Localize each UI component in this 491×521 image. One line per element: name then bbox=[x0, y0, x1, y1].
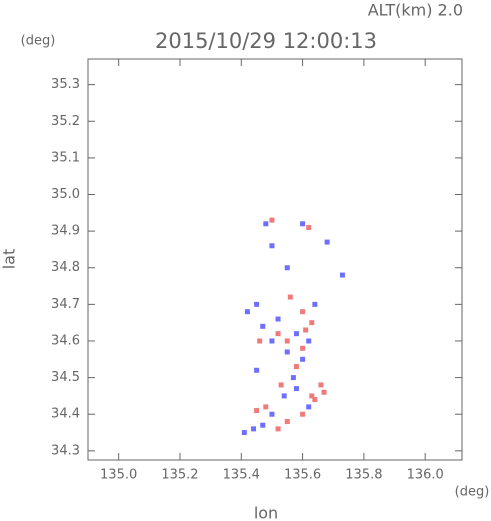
altitude-label: ALT(km) 2.0 bbox=[368, 1, 463, 20]
echo-cell bbox=[275, 331, 281, 337]
echo-cell bbox=[251, 426, 257, 432]
x-tick-label: 136.0 bbox=[407, 468, 444, 483]
y-tick-label: 34.7 bbox=[51, 297, 80, 312]
echo-cell bbox=[260, 422, 266, 428]
echo-cell bbox=[254, 301, 260, 307]
y-tick-label: 34.8 bbox=[51, 260, 80, 275]
echo-cell bbox=[260, 323, 266, 329]
echo-cell bbox=[284, 338, 290, 344]
y-tick-label: 34.4 bbox=[51, 407, 80, 422]
echo-cell bbox=[284, 265, 290, 271]
x-tick-label: 135.2 bbox=[161, 468, 198, 483]
y-unit: (deg) bbox=[21, 34, 56, 49]
y-tick-label: 34.5 bbox=[51, 370, 80, 385]
echo-cell bbox=[293, 386, 299, 392]
x-tick-label: 135.4 bbox=[223, 468, 260, 483]
echo-cell bbox=[318, 382, 324, 388]
y-tick-label: 35.2 bbox=[51, 114, 80, 129]
echo-cell bbox=[306, 224, 312, 230]
echo-cell bbox=[300, 356, 306, 362]
echo-cell bbox=[275, 316, 281, 322]
echo-cell bbox=[300, 221, 306, 227]
plot-frame bbox=[87, 58, 463, 461]
y-tick-label: 35.3 bbox=[51, 77, 80, 92]
x-unit: (deg) bbox=[455, 485, 490, 500]
echo-cell bbox=[263, 221, 269, 227]
y-tick-label: 34.9 bbox=[51, 224, 80, 239]
y-tick-label: 35.0 bbox=[51, 187, 80, 202]
y-tick-label: 34.6 bbox=[51, 333, 80, 348]
echo-cell bbox=[339, 272, 345, 278]
echo-cell bbox=[287, 294, 293, 300]
echo-cell bbox=[281, 393, 287, 399]
echo-cell bbox=[269, 338, 275, 344]
echo-cell bbox=[300, 345, 306, 351]
echo-cell bbox=[284, 419, 290, 425]
echo-cell bbox=[300, 411, 306, 417]
x-tick-label: 135.8 bbox=[345, 468, 382, 483]
echo-cell bbox=[321, 389, 327, 395]
echo-cell bbox=[278, 382, 284, 388]
echo-cell bbox=[269, 243, 275, 249]
echo-cell bbox=[293, 364, 299, 370]
echo-cell bbox=[290, 375, 296, 381]
echo-cell bbox=[244, 309, 250, 315]
echo-cell bbox=[254, 367, 260, 373]
echo-cell bbox=[269, 217, 275, 223]
y-tick-label: 35.1 bbox=[51, 150, 80, 165]
x-tick-label: 135.0 bbox=[100, 468, 137, 483]
echo-cell bbox=[312, 301, 318, 307]
echo-cell bbox=[309, 393, 315, 399]
echo-cell bbox=[263, 404, 269, 410]
echo-cell bbox=[303, 327, 309, 333]
echo-cell bbox=[306, 338, 312, 344]
echo-cell bbox=[324, 239, 330, 245]
echo-cell bbox=[257, 338, 263, 344]
echo-cell bbox=[269, 411, 275, 417]
echo-cell bbox=[254, 408, 260, 414]
echo-cell bbox=[293, 331, 299, 337]
y-axis-label: lat bbox=[0, 249, 19, 270]
x-tick-label: 135.6 bbox=[284, 468, 321, 483]
echo-cell bbox=[309, 320, 315, 326]
echo-cell bbox=[275, 426, 281, 432]
echo-cell bbox=[312, 397, 318, 403]
echo-cell bbox=[241, 430, 247, 436]
echo-cell bbox=[306, 404, 312, 410]
y-tick-label: 34.3 bbox=[51, 443, 80, 458]
echo-cell bbox=[284, 349, 290, 355]
x-axis-label: lon bbox=[254, 504, 278, 521]
chart-title: 2015/10/29 12:00:13 bbox=[155, 29, 377, 53]
echo-cell bbox=[300, 309, 306, 315]
